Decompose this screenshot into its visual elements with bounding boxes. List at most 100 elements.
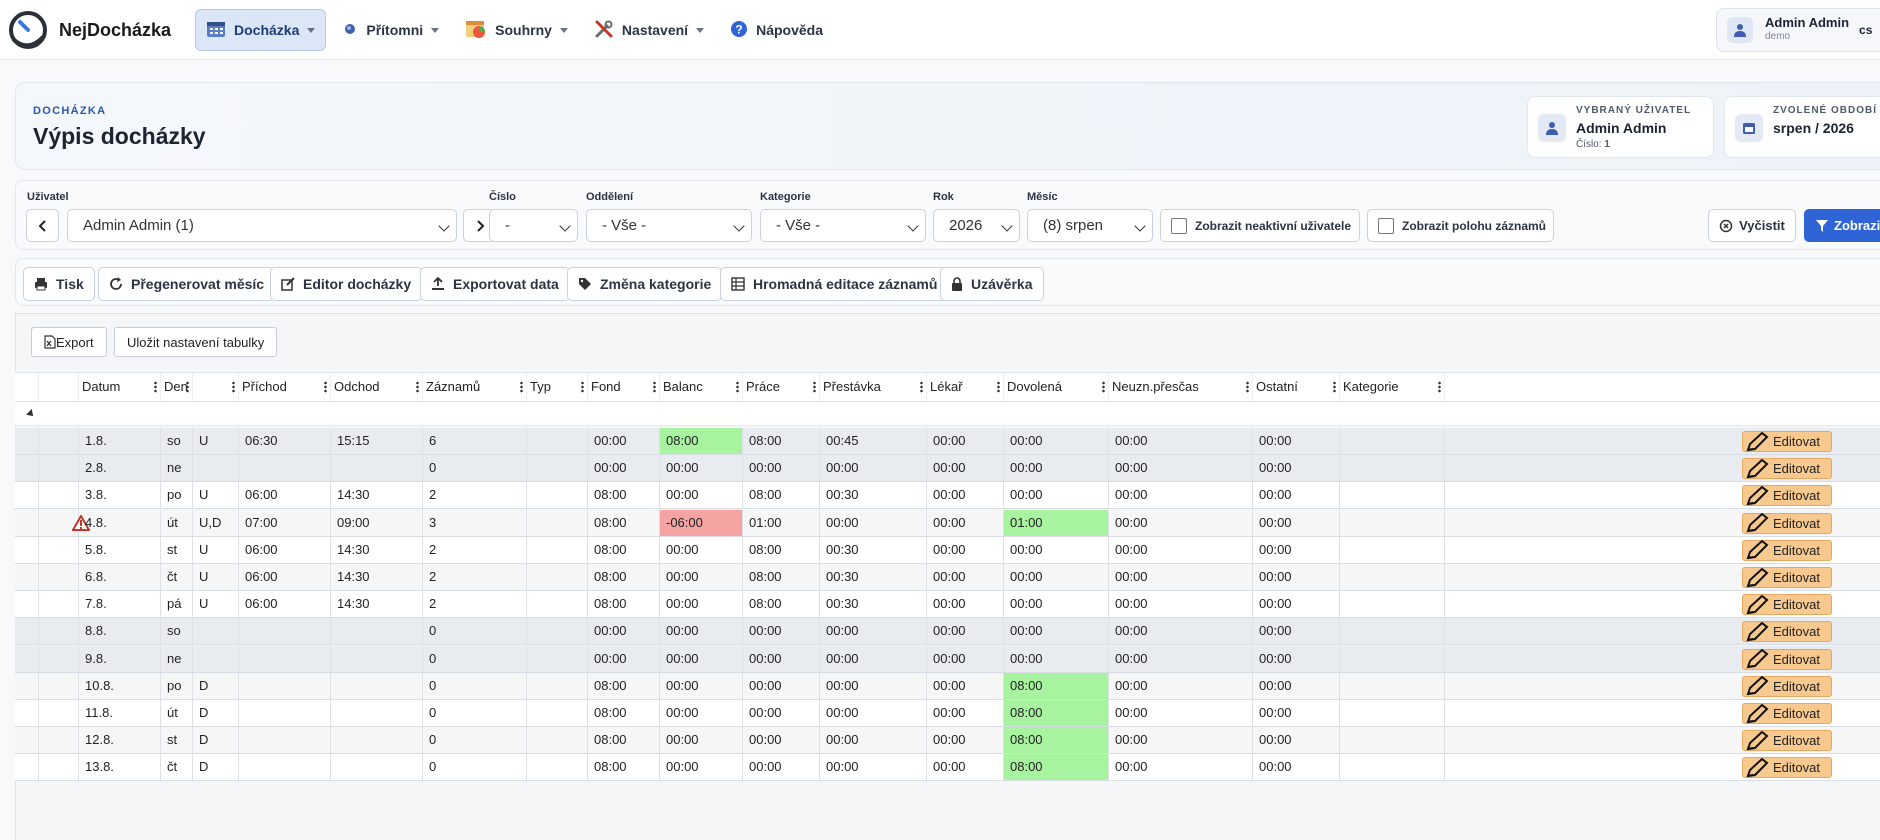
header-col-lekar[interactable]: Lékař <box>927 373 1004 401</box>
column-menu-icon[interactable] <box>581 381 584 393</box>
column-menu-icon[interactable] <box>1333 381 1336 393</box>
column-menu-icon[interactable] <box>1438 381 1441 393</box>
header-col-den[interactable]: Den <box>161 373 193 401</box>
column-menu-icon[interactable] <box>997 381 1000 393</box>
collapse-triangle-icon[interactable] <box>26 409 36 419</box>
column-menu-icon[interactable] <box>920 381 923 393</box>
number-select[interactable]: - <box>489 209 578 242</box>
edit-row-button[interactable]: Editovat <box>1742 703 1832 724</box>
table-row[interactable]: 8.8. so 0 00:00 00:00 00:00 00:00 00:00 00:00 00:… <box>15 618 1880 646</box>
month-select[interactable]: (8) srpen <box>1027 209 1153 242</box>
header-col-balanc[interactable]: Balanc <box>660 373 743 401</box>
edit-row-button[interactable]: Editovat <box>1742 621 1832 643</box>
regenerate-label: Přegenerovat měsíc <box>131 276 265 292</box>
edit-row-button[interactable]: Editovat <box>1742 539 1832 561</box>
cell-doctor: 00:00 <box>927 754 1004 781</box>
group-row[interactable] <box>15 402 1880 426</box>
prev-user-button[interactable] <box>26 209 59 242</box>
nav-napoveda-label: Nápověda <box>756 22 823 38</box>
column-menu-icon[interactable] <box>1246 381 1249 393</box>
column-menu-icon[interactable] <box>813 381 816 393</box>
table-export-button[interactable]: Export <box>31 327 107 357</box>
edit-row-button[interactable]: Editovat <box>1742 757 1832 779</box>
column-menu-icon[interactable] <box>324 381 327 393</box>
column-menu-icon[interactable] <box>653 381 656 393</box>
header-col-typ[interactable]: Typ <box>527 373 588 401</box>
save-table-settings-button[interactable]: Uložit nastavení tabulky <box>114 327 278 357</box>
table-row[interactable]: 4.8. út U,D 07:00 09:00 3 08:00 -06:00 01:00 00:0… <box>15 509 1880 537</box>
nav-dochazka-label: Docházka <box>234 22 300 38</box>
user-menu[interactable]: Admin Admin demo cs <box>1716 8 1880 52</box>
header-col-neuzn-prescas[interactable]: Neuzn.přesčas <box>1109 373 1253 401</box>
clear-button[interactable]: Vyčistit <box>1708 209 1796 242</box>
column-menu-icon[interactable] <box>736 381 739 393</box>
cell-day: ne <box>161 645 193 672</box>
column-menu-icon[interactable] <box>232 381 235 393</box>
header-col-fond[interactable]: Fond <box>588 373 660 401</box>
edit-row-button[interactable]: Editovat <box>1742 458 1832 480</box>
column-menu-icon[interactable] <box>186 381 189 393</box>
column-menu-icon[interactable] <box>416 381 419 393</box>
table-row[interactable]: 5.8. st U 06:00 14:30 2 08:00 00:00 08:00 00:30 00… <box>15 536 1880 564</box>
selected-user-card: VYBRANÝ UŽIVATEL Admin Admin Číslo: 1 <box>1527 96 1714 158</box>
table-row[interactable]: 6.8. čt U 06:00 14:30 2 08:00 00:00 08:00 00:30 00… <box>15 564 1880 591</box>
nav-pritomni[interactable]: Přítomni <box>332 9 449 51</box>
header-col-type-code[interactable] <box>193 373 239 401</box>
table-row[interactable]: 7.8. pá U 06:00 14:30 2 08:00 00:00 08:00 00:30 00… <box>15 591 1880 619</box>
edit-row-button[interactable]: Editovat <box>1742 594 1832 616</box>
closure-button[interactable]: Uzávěrka <box>940 267 1044 301</box>
table-row[interactable]: 2.8. ne 0 00:00 00:00 00:00 00:00 00:00 00:00 00:… <box>15 455 1880 483</box>
table-row[interactable]: 1.8. so U 06:30 15:15 6 00:00 08:00 08:00 00:45 00… <box>15 428 1880 455</box>
edit-row-button[interactable]: Editovat <box>1742 675 1832 697</box>
column-menu-icon[interactable] <box>520 381 523 393</box>
table-row[interactable]: 11.8. út D 0 08:00 00:00 00:00 00:00 00:00 08:00 0… <box>15 700 1880 727</box>
nav-souhrny[interactable]: Souhrny <box>455 9 578 51</box>
header-col-prace[interactable]: Práce <box>743 373 820 401</box>
show-location-checkbox[interactable]: Zobrazit polohu záznamů <box>1367 209 1554 242</box>
edit-row-button[interactable]: Editovat <box>1742 431 1832 452</box>
year-select[interactable]: 2026 <box>933 209 1020 242</box>
nav-souhrny-label: Souhrny <box>495 22 552 38</box>
cell-day: so <box>161 428 193 454</box>
edit-row-button[interactable]: Editovat <box>1742 485 1832 507</box>
show-inactive-checkbox[interactable]: Zobrazit neaktivní uživatele <box>1160 209 1360 242</box>
export-data-button[interactable]: Exportovat data <box>420 267 570 301</box>
nav-nastaveni[interactable]: Nastavení <box>584 9 714 51</box>
nav-napoveda[interactable]: ? Nápověda <box>720 9 833 51</box>
edit-row-button[interactable]: Editovat <box>1742 730 1832 752</box>
regenerate-month-button[interactable]: Přegenerovat měsíc <box>98 267 276 301</box>
header-col-odchod[interactable]: Odchod <box>331 373 423 401</box>
show-button[interactable]: Zobrazit <box>1804 209 1880 242</box>
bulk-edit-button[interactable]: Hromadná editace záznamů <box>720 267 949 301</box>
filter-year-label: Rok <box>933 191 954 203</box>
table-row[interactable]: 12.8. st D 0 08:00 00:00 00:00 00:00 00:00 08:00 0… <box>15 727 1880 755</box>
category-select[interactable]: - Vše - <box>760 209 926 242</box>
change-category-button[interactable]: Změna kategorie <box>567 267 723 301</box>
edit-row-button[interactable]: Editovat <box>1742 648 1832 670</box>
header-col-ostatni[interactable]: Ostatní <box>1253 373 1340 401</box>
table-row[interactable]: 3.8. po U 06:00 14:30 2 08:00 00:00 08:00 00:30 00… <box>15 482 1880 510</box>
brand-logo[interactable]: NejDocházka <box>7 9 171 51</box>
edit-row-button[interactable]: Editovat <box>1742 512 1832 534</box>
header-col-prestavka[interactable]: Přestávka <box>820 373 927 401</box>
print-button[interactable]: Tisk <box>23 267 95 301</box>
nav-dochazka[interactable]: Docházka <box>195 9 327 51</box>
edit-row-button[interactable]: Editovat <box>1742 567 1832 588</box>
language-code[interactable]: cs <box>1859 23 1873 37</box>
header-col-prichod[interactable]: Příchod <box>239 373 331 401</box>
table-row[interactable]: 13.8. čt D 0 08:00 00:00 00:00 00:00 00:00 08:00 0… <box>15 754 1880 782</box>
cell-category <box>1340 672 1445 699</box>
attendance-editor-button[interactable]: Editor docházky <box>270 267 423 301</box>
column-menu-icon[interactable] <box>1102 381 1105 393</box>
header-col-datum[interactable]: Datum <box>79 373 161 401</box>
table-row[interactable]: 10.8. po D 0 08:00 00:00 00:00 00:00 00:00 08:00 0… <box>15 672 1880 700</box>
chevron-right-icon <box>476 219 484 232</box>
user-select[interactable]: Admin Admin (1) <box>67 209 457 242</box>
department-select[interactable]: - Vše - <box>586 209 752 242</box>
header-col-kategorie[interactable]: Kategorie <box>1340 373 1445 401</box>
cell-day: út <box>161 700 193 726</box>
table-row[interactable]: 9.8. ne 0 00:00 00:00 00:00 00:00 00:00 00:00 00:… <box>15 645 1880 673</box>
header-col-dovolena[interactable]: Dovolená <box>1004 373 1109 401</box>
header-col-zaznamu[interactable]: Záznamů <box>423 373 527 401</box>
column-menu-icon[interactable] <box>154 381 157 393</box>
